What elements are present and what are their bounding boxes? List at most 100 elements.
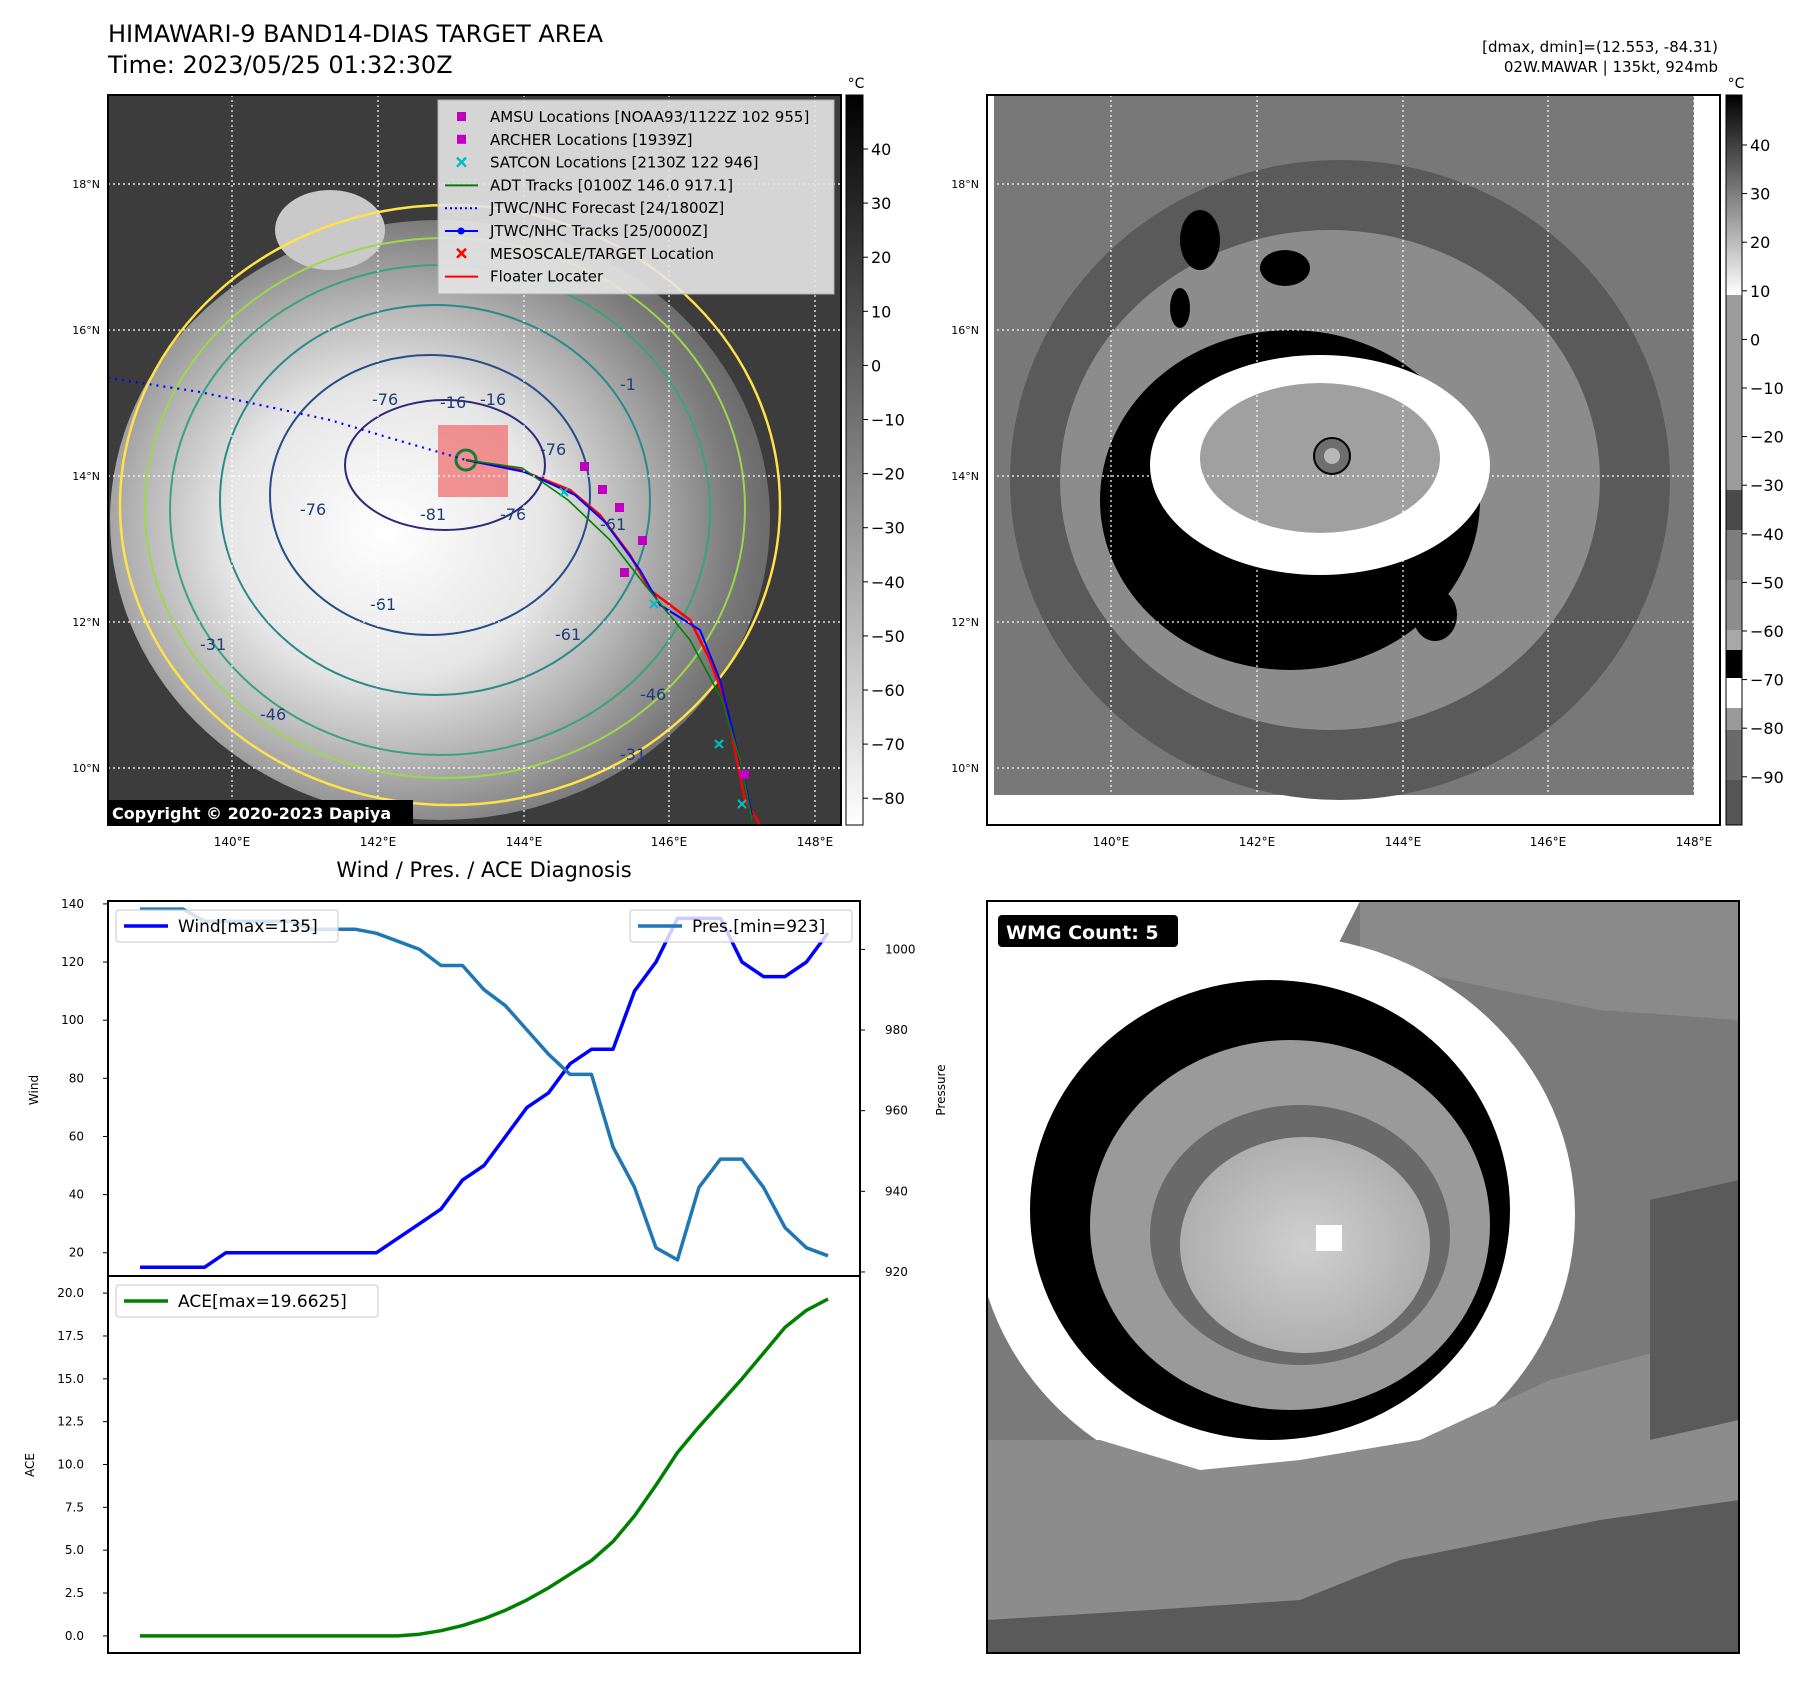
- contour-label: -76: [540, 440, 566, 459]
- wind-tick-label: 140: [61, 897, 84, 911]
- eye-lon-tick: 148°E: [1676, 835, 1713, 849]
- ace-line: [140, 1297, 829, 1638]
- legend-entry: ARCHER Locations [1939Z]: [457, 131, 693, 149]
- map-lat-tick: 18°N: [72, 178, 100, 191]
- pressure-tick-label: 980: [885, 1023, 908, 1037]
- map-colorbar-unit: °C: [848, 76, 865, 92]
- zoom-eye-hot-pixel: [1316, 1225, 1342, 1251]
- map-lon-tick: 148°E: [797, 835, 834, 849]
- eye-colorbar-tick: 40: [1750, 136, 1770, 155]
- eye-core: [1324, 448, 1340, 464]
- ace-tick-label: 0.0: [65, 1629, 84, 1643]
- wind-tick-label: 80: [69, 1071, 84, 1085]
- eye-colorbar-tick: −90: [1750, 768, 1784, 787]
- eye-colorbar: [1725, 94, 1743, 826]
- eye-colorbar-tick: −10: [1750, 379, 1784, 398]
- map-lat-tick: 16°N: [72, 324, 100, 337]
- legend-entry: JTWC/NHC Forecast [24/1800Z]: [445, 199, 724, 217]
- eye-colorbar-tick: −60: [1750, 622, 1784, 641]
- map-colorbar-tick: −50: [871, 627, 905, 646]
- wmg-count-box: [998, 915, 1178, 947]
- wind-tick-label: 60: [69, 1129, 84, 1143]
- contour-navy: [344, 399, 546, 531]
- legend-entry: Floater Locater: [445, 268, 604, 286]
- map-colorbar: [845, 94, 864, 826]
- ace-axis-label: ACE: [23, 1453, 37, 1477]
- wind-tick-label: 120: [61, 955, 84, 969]
- legend-square-marker: [457, 112, 466, 121]
- wind-tick-label: 100: [61, 1013, 84, 1027]
- contour-label: -31: [200, 635, 226, 654]
- legend-x-marker: [456, 247, 467, 259]
- zoom-panel: WMG Count: 5: [986, 900, 1740, 1654]
- legend-label: Floater Locater: [490, 268, 604, 286]
- eye-lon-tick: 144°E: [1385, 835, 1422, 849]
- zoom-eye: [1180, 1137, 1430, 1353]
- contour-label: -46: [260, 705, 286, 724]
- floater-locater-track: [465, 458, 762, 825]
- map-colorbar-tick: −30: [871, 519, 905, 538]
- eye-gridlines: [987, 95, 1720, 825]
- legend-square-marker: [457, 134, 466, 144]
- adt-track: [465, 459, 753, 821]
- legend-x-marker: [456, 156, 467, 168]
- contour-label: -61: [600, 515, 626, 534]
- contour-label: -61: [555, 625, 581, 644]
- wmg-count-label: WMG Count: 5: [1006, 922, 1159, 944]
- satcon-markers: [559, 487, 747, 809]
- contour-label: -1: [620, 375, 636, 394]
- legend-entry: AMSU Locations [NOAA93/1122Z 102 955]: [457, 108, 809, 126]
- map-lat-tick: 10°N: [72, 762, 100, 775]
- contour-label: -81: [420, 505, 446, 524]
- eye-lat-tick: 14°N: [951, 470, 979, 483]
- eye-lon-tick: 146°E: [1530, 835, 1567, 849]
- diagnosis-title: Wind / Pres. / ACE Diagnosis: [336, 858, 632, 882]
- legend-label: ARCHER Locations [1939Z]: [490, 131, 693, 149]
- eye-colorbar-tick: −70: [1750, 671, 1784, 690]
- copyright-text: Copyright © 2020-2023 Dapiya: [112, 804, 391, 823]
- stats-storm: 02W.MAWAR | 135kt, 924mb: [1503, 58, 1718, 76]
- eye-colorbar-tick: −80: [1750, 719, 1784, 738]
- eye-colorbar-unit: °C: [1728, 76, 1745, 92]
- ace-legend: ACE[max=19.6625]: [115, 1284, 379, 1318]
- map-lon-tick: 142°E: [360, 835, 397, 849]
- map-colorbar-tick: 0: [871, 356, 881, 375]
- ace-tick-label: 5.0: [65, 1543, 84, 1557]
- wind-axes-frame: [107, 900, 861, 1277]
- ace-tick-label: 10.0: [57, 1458, 84, 1472]
- eye-cold-spots: [1170, 210, 1457, 641]
- wind-legend-box: [115, 909, 339, 943]
- eye-colorbar-tick: −50: [1750, 573, 1784, 592]
- pressure-tick-label: 940: [885, 1184, 908, 1198]
- map-lat-tick: 14°N: [72, 470, 100, 483]
- legend-label: SATCON Locations [2130Z 122 946]: [490, 154, 758, 172]
- map-colorbar-tick: 10: [871, 302, 891, 321]
- wind-tick-label: 20: [69, 1246, 84, 1260]
- pressure-legend-box: [629, 909, 853, 943]
- map-lon-tick: 144°E: [506, 835, 543, 849]
- legend-entry: MESOSCALE/TARGET Location: [456, 245, 714, 263]
- map-lat-tick: 12°N: [72, 616, 100, 629]
- eye-colorbar-tick: −20: [1750, 428, 1784, 447]
- eye-lon-tick: 140°E: [1093, 835, 1130, 849]
- legend-label: JTWC/NHC Forecast [24/1800Z]: [489, 199, 724, 217]
- figure-time: Time: 2023/05/25 01:32:30Z: [108, 51, 453, 79]
- map-frame: [107, 94, 842, 826]
- eye-lon-tick: 142°E: [1239, 835, 1276, 849]
- contour-label: -76: [300, 500, 326, 519]
- eye-lat-tick: 18°N: [951, 178, 979, 191]
- eye-marker: [454, 448, 478, 472]
- legend-label: AMSU Locations [NOAA93/1122Z 102 955]: [490, 108, 809, 126]
- eye-lat-tick: 10°N: [951, 762, 979, 775]
- zoom-bottom-dark: [987, 1500, 1739, 1653]
- legend-dot: [457, 227, 465, 235]
- pressure-tick-label: 1000: [885, 942, 916, 956]
- jtwc-track: [465, 459, 753, 816]
- map-colorbar-tick: 20: [871, 248, 891, 267]
- pressure-tick-label: 920: [885, 1265, 908, 1279]
- wind-axis-label: Wind: [27, 1075, 41, 1105]
- stats-dmax-dmin: [dmax, dmin]=(12.553, -84.31): [1482, 38, 1718, 56]
- contour-label: -46: [640, 685, 666, 704]
- eye-colorbar-tick: 30: [1750, 185, 1770, 204]
